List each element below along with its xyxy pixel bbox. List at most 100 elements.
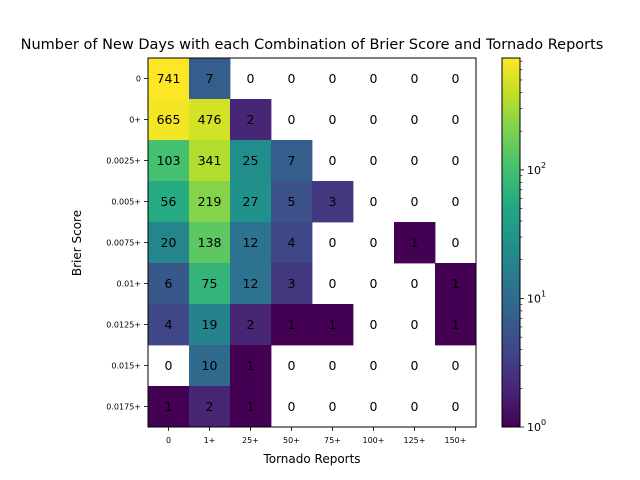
cell-value-label: 1	[411, 235, 419, 250]
x-tick-label: 25+	[242, 436, 259, 445]
heatmap-cell	[148, 222, 190, 264]
cell-value-label: 0	[452, 358, 460, 373]
y-tick-label: 0+	[129, 116, 141, 125]
cell-value-label: 4	[288, 235, 296, 250]
colorbar-tick-label: 102	[527, 161, 546, 177]
heatmap-cell	[271, 140, 313, 182]
heatmap-cell	[312, 181, 354, 223]
cell-value-label: 0	[411, 358, 419, 373]
cell-value-label: 1	[247, 358, 255, 373]
cell-value-label: 0	[165, 358, 173, 373]
cell-value-label: 0	[370, 153, 378, 168]
cell-value-label: 0	[411, 153, 419, 168]
cell-value-label: 219	[198, 194, 222, 209]
heatmap-cell	[148, 263, 190, 305]
heatmap-cell	[394, 222, 436, 264]
y-axis-ticks: 0 0+ 0.0025+ 0.005+ 0.0075+ 0.01+ 0.0125+ 0.015…	[106, 75, 148, 412]
x-tick-label: 100+	[363, 436, 385, 445]
cell-value-label: 12	[243, 235, 259, 250]
cell-value-label: 0	[411, 112, 419, 127]
cell-value-label: 0	[452, 71, 460, 86]
cell-value-label: 19	[202, 317, 218, 332]
colorbar-tick-label: 101	[527, 289, 546, 305]
cell-value-label: 0	[452, 153, 460, 168]
cell-value-label: 0	[452, 399, 460, 414]
heatmap-cell	[148, 181, 190, 223]
x-tick-label: 0	[166, 436, 171, 445]
cell-value-label: 1	[288, 317, 296, 332]
cell-value-label: 0	[288, 112, 296, 127]
heatmap-cell	[271, 181, 313, 223]
cell-value-label: 0	[411, 71, 419, 86]
cell-value-label: 1	[247, 399, 255, 414]
cell-value-label: 0	[452, 194, 460, 209]
heatmap-cell	[230, 304, 272, 346]
cell-value-label: 1	[329, 317, 337, 332]
cell-value-label: 0	[370, 358, 378, 373]
y-tick-label: 0.005+	[111, 198, 141, 207]
cell-value-label: 56	[161, 194, 177, 209]
y-tick-label: 0.015+	[111, 362, 141, 371]
heatmap-cell	[189, 304, 231, 346]
cell-value-label: 75	[202, 276, 218, 291]
y-tick-label: 0.0025+	[106, 157, 141, 166]
cell-value-label: 0	[370, 235, 378, 250]
x-tick-label: 50+	[283, 436, 300, 445]
heatmap-cell	[271, 263, 313, 305]
cell-value-label: 5	[288, 194, 296, 209]
cell-value-label: 12	[243, 276, 259, 291]
cell-value-label: 0	[370, 194, 378, 209]
cell-value-label: 0	[247, 71, 255, 86]
cell-value-label: 2	[206, 399, 214, 414]
cell-value-label: 476	[198, 112, 222, 127]
cell-value-label: 0	[329, 112, 337, 127]
colorbar-ticks: 100 101 102	[520, 60, 546, 434]
cell-value-label: 0	[288, 71, 296, 86]
heatmap-cell	[189, 181, 231, 223]
cell-value-label: 3	[329, 194, 337, 209]
cell-value-label: 0	[452, 235, 460, 250]
cell-value-label: 0	[411, 317, 419, 332]
cell-value-label: 3	[288, 276, 296, 291]
cell-value-label: 4	[165, 317, 173, 332]
cell-value-label: 0	[370, 112, 378, 127]
heatmap-cell	[148, 304, 190, 346]
cell-value-label: 1	[165, 399, 173, 414]
cell-value-label: 0	[329, 358, 337, 373]
cell-value-label: 0	[452, 112, 460, 127]
heatmap-cell	[230, 140, 272, 182]
cell-value-label: 741	[157, 71, 181, 86]
x-tick-label: 125+	[404, 436, 426, 445]
y-tick-label: 0.0125+	[106, 321, 141, 330]
heatmap-cell	[312, 304, 354, 346]
y-tick-label: 0	[136, 75, 141, 84]
heatmap-cell	[230, 99, 272, 141]
cell-value-label: 0	[370, 317, 378, 332]
heatmap-cell	[189, 386, 231, 428]
cell-value-label: 0	[329, 71, 337, 86]
colorbar	[501, 57, 521, 428]
cell-value-label: 0	[370, 399, 378, 414]
cell-value-label: 0	[370, 276, 378, 291]
cell-value-label: 665	[157, 112, 181, 127]
cell-value-label: 27	[243, 194, 259, 209]
y-axis-label: Brier Score	[70, 210, 84, 276]
x-axis-ticks: 0 1+ 25+ 50+ 75+ 100+ 125+ 150+	[166, 427, 467, 445]
heatmap-cell	[230, 386, 272, 428]
cell-value-label: 0	[329, 153, 337, 168]
x-axis-label: Tornado Reports	[262, 452, 360, 466]
cell-value-label: 6	[165, 276, 173, 291]
cell-value-label: 0	[329, 276, 337, 291]
y-tick-label: 0.0175+	[106, 403, 141, 412]
cell-value-label: 7	[206, 71, 214, 86]
x-tick-label: 150+	[445, 436, 467, 445]
cell-value-label: 1	[452, 276, 460, 291]
heatmap-cell	[189, 263, 231, 305]
heatmap-cell	[189, 99, 231, 141]
cell-value-label: 1	[452, 317, 460, 332]
cell-value-label: 138	[198, 235, 222, 250]
heatmap-cells	[148, 58, 477, 428]
heatmap-cell	[435, 263, 477, 305]
colorbar-tick-label: 100	[527, 418, 546, 434]
